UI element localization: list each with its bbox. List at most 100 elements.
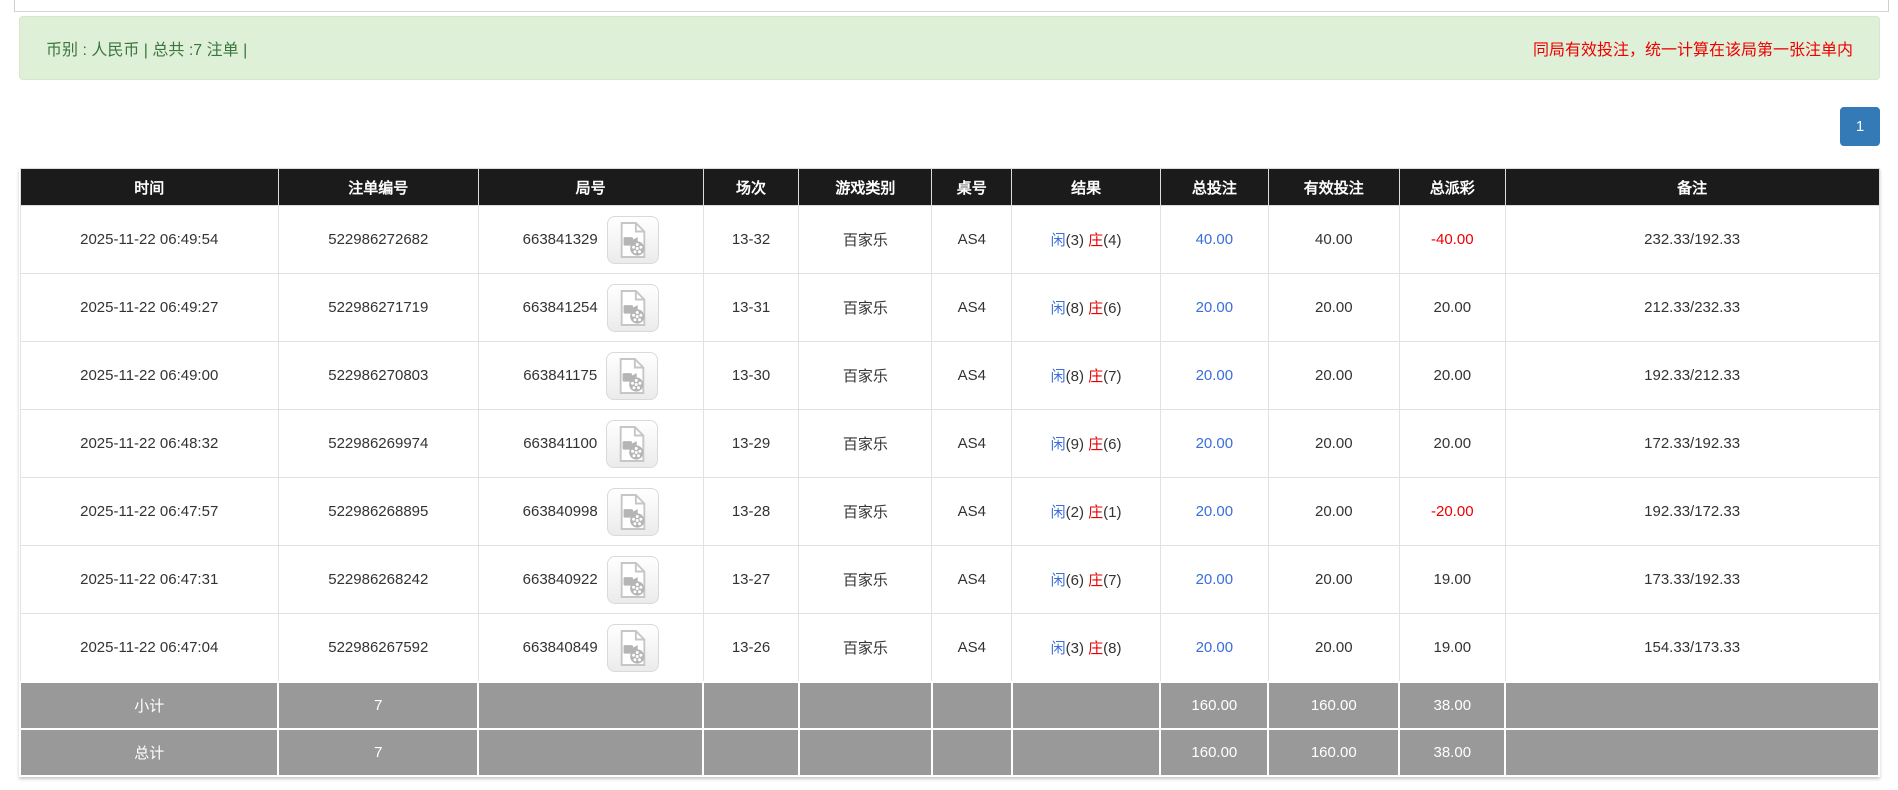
summary-banner: 币别 : 人民币 | 总共 :7 注单 | 同局有效投注，统一计算在该局第一张注…: [19, 16, 1880, 80]
round-id: 663841175: [523, 367, 598, 384]
result-banker-score: (8): [1103, 640, 1122, 657]
payout-value: -20.00: [1398, 477, 1506, 546]
remark: 173.33/192.33: [1504, 545, 1880, 614]
video-replay-button[interactable]: [606, 487, 659, 536]
video-file-icon: [616, 561, 650, 599]
video-replay-button[interactable]: [606, 283, 659, 332]
round-cell: 663841254: [477, 273, 704, 342]
header-payout: 总派彩: [1398, 168, 1506, 206]
header-bet-id: 注单编号: [277, 168, 479, 206]
page-1-button[interactable]: 1: [1840, 107, 1880, 146]
remark: 154.33/173.33: [1504, 613, 1880, 683]
result-banker-label: 庄: [1088, 436, 1104, 453]
result-cell: 闲(8) 庄(6): [1011, 273, 1161, 342]
total-total-bet: 160.00: [1159, 728, 1270, 777]
result-banker-label: 庄: [1088, 504, 1104, 521]
table-no: AS4: [931, 477, 1013, 546]
total-bet-value: 40.00: [1159, 205, 1269, 274]
game-type: 百家乐: [798, 205, 933, 274]
valid-bet-value: 20.00: [1267, 477, 1400, 546]
header-valid-bet: 有效投注: [1267, 168, 1400, 206]
video-replay-button[interactable]: [606, 419, 659, 468]
video-replay-button[interactable]: [606, 555, 659, 604]
session-no: 13-29: [702, 409, 800, 478]
result-player-score: (8): [1065, 368, 1084, 385]
video-replay-button[interactable]: [606, 623, 659, 672]
round-id: 663841329: [522, 231, 598, 248]
result-cell: 闲(2) 庄(1): [1011, 477, 1161, 546]
bet-id: 522986269974: [277, 409, 479, 478]
round-id: 663841100: [523, 435, 598, 452]
table-row: 2025-11-22 06:48:32 522986269974 6638411…: [19, 409, 1880, 478]
table-footer: 小计 7 160.00 160.00 38.00 总计 7 160.00 160…: [18, 681, 1880, 777]
round-id: 663840998: [522, 503, 598, 520]
valid-bet-value: 20.00: [1267, 409, 1400, 478]
table-no: AS4: [931, 613, 1013, 683]
result-player-score: (3): [1065, 640, 1084, 657]
result-banker-label: 庄: [1088, 368, 1104, 385]
result-banker-score: (1): [1103, 504, 1122, 521]
valid-bet-value: 20.00: [1267, 545, 1400, 614]
game-type: 百家乐: [798, 613, 933, 683]
subtotal-count: 7: [277, 681, 480, 730]
result-player-score: (6): [1065, 572, 1084, 589]
video-file-icon: [615, 357, 649, 395]
remark: 172.33/192.33: [1504, 409, 1880, 478]
bet-time: 2025-11-22 06:47:57: [19, 477, 279, 546]
table-body: 2025-11-22 06:49:54 522986272682 6638413…: [19, 205, 1880, 683]
result-player-score: (3): [1065, 232, 1084, 249]
game-type: 百家乐: [798, 409, 933, 478]
video-file-icon: [616, 493, 650, 531]
subtotal-row: 小计 7 160.00 160.00 38.00: [18, 681, 1880, 730]
subtotal-valid-bet: 160.00: [1267, 681, 1401, 730]
total-bet-value: 20.00: [1159, 273, 1269, 342]
table-row: 2025-11-22 06:47:04 522986267592 6638408…: [19, 613, 1880, 683]
bet-time: 2025-11-22 06:47:31: [19, 545, 279, 614]
remark: 192.33/172.33: [1504, 477, 1880, 546]
session-no: 13-28: [702, 477, 800, 546]
valid-bet-value: 20.00: [1267, 273, 1400, 342]
round-cell: 663841100: [477, 409, 704, 478]
bet-id: 522986268895: [277, 477, 479, 546]
valid-bet-value: 40.00: [1267, 205, 1400, 274]
result-player-label: 闲: [1050, 232, 1066, 249]
video-replay-button[interactable]: [606, 215, 659, 264]
result-player-label: 闲: [1050, 300, 1066, 317]
result-player-label: 闲: [1050, 368, 1066, 385]
round-id: 663840849: [522, 639, 598, 656]
table-no: AS4: [931, 545, 1013, 614]
currency-summary-text: 币别 : 人民币 | 总共 :7 注单 |: [46, 42, 248, 59]
total-row: 总计 7 160.00 160.00 38.00: [18, 728, 1880, 777]
header-table-no: 桌号: [931, 168, 1013, 206]
table-row: 2025-11-22 06:47:57 522986268895 6638409…: [19, 477, 1880, 546]
session-no: 13-26: [702, 613, 800, 683]
total-bet-value: 20.00: [1159, 545, 1269, 614]
result-banker-label: 庄: [1088, 640, 1104, 657]
table-row: 2025-11-22 06:49:00 522986270803 6638411…: [19, 341, 1880, 410]
total-count: 7: [277, 728, 480, 777]
total-label: 总计: [18, 728, 280, 777]
video-replay-button[interactable]: [606, 351, 659, 400]
payout-value: 19.00: [1398, 545, 1506, 614]
total-bet-value: 20.00: [1159, 341, 1269, 410]
round-id: 663841254: [522, 299, 598, 316]
bet-id: 522986271719: [277, 273, 479, 342]
bet-id: 522986267592: [277, 613, 479, 683]
bet-time: 2025-11-22 06:49:27: [19, 273, 279, 342]
session-no: 13-30: [702, 341, 800, 410]
result-banker-score: (4): [1103, 232, 1122, 249]
video-file-icon: [616, 221, 650, 259]
total-bet-value: 20.00: [1159, 613, 1269, 683]
header-time: 时间: [19, 168, 279, 206]
payout-value: 19.00: [1398, 613, 1506, 683]
table-no: AS4: [931, 341, 1013, 410]
bet-time: 2025-11-22 06:48:32: [19, 409, 279, 478]
game-type: 百家乐: [798, 477, 933, 546]
table-row: 2025-11-22 06:49:27 522986271719 6638412…: [19, 273, 1880, 342]
table-no: AS4: [931, 409, 1013, 478]
remark: 212.33/232.33: [1504, 273, 1880, 342]
valid-bet-value: 20.00: [1267, 341, 1400, 410]
subtotal-total-bet: 160.00: [1159, 681, 1270, 730]
result-cell: 闲(9) 庄(6): [1011, 409, 1161, 478]
table-no: AS4: [931, 273, 1013, 342]
